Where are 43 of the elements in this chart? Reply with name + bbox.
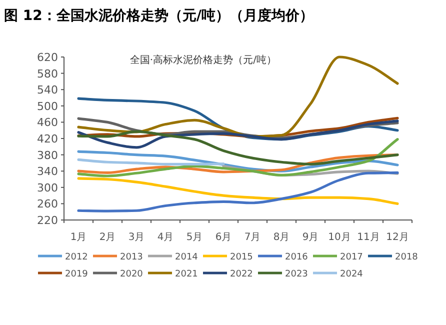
legend-label: 2021 [175, 270, 198, 280]
y-tick-label: 540 [37, 84, 58, 97]
legend-label: 2013 [120, 252, 143, 262]
y-tick-label: 340 [37, 165, 58, 178]
line-series [77, 171, 399, 212]
chart-title: 图 12：全国水泥价格走势（元/吨）（月度均价） [4, 7, 314, 24]
legend-label: 2014 [175, 252, 198, 262]
y-tick-label: 260 [37, 198, 58, 211]
legend-label: 2019 [65, 270, 88, 280]
y-tick-label: 580 [37, 67, 58, 80]
legend-label: 2018 [395, 252, 418, 262]
legend-label: 2016 [285, 252, 308, 262]
y-tick-label: 380 [37, 148, 58, 162]
legend-label: 2024 [340, 270, 364, 280]
legend-label: 2017 [340, 252, 363, 262]
x-tick-label: 9月 [302, 232, 319, 243]
y-tick-label: 460 [37, 116, 58, 130]
y-tick-label: 420 [37, 132, 58, 146]
line-series [77, 138, 399, 178]
line-series [77, 177, 399, 205]
x-tick-label: 2月 [99, 232, 116, 243]
y-tick-label: 620 [37, 51, 58, 64]
x-tick-label: 6月 [215, 232, 232, 243]
legend-label: 2023 [285, 270, 308, 280]
y-tick-label: 220 [37, 214, 58, 227]
legend-label: 2015 [230, 252, 253, 262]
line-series [77, 120, 399, 149]
y-tick-label: 500 [37, 100, 58, 113]
x-tick-label: 3月 [128, 232, 145, 243]
x-tick-label: 4月 [157, 232, 174, 243]
x-tick-label: 8月 [273, 232, 290, 243]
y-tick-label: 300 [37, 181, 58, 194]
x-tick-label: 10月 [328, 232, 351, 243]
x-tick-label: 7月 [244, 232, 261, 243]
line-series [77, 130, 399, 166]
x-tick-label: 11月 [357, 232, 380, 243]
x-tick-label: 12月 [386, 232, 409, 243]
legend-label: 2012 [65, 252, 88, 262]
legend-label: 2020 [120, 270, 144, 280]
legend-label: 2022 [230, 270, 253, 280]
x-tick-label: 5月 [186, 232, 203, 243]
chart-subtitle: 全国·高标水泥价格走势（元/吨） [130, 54, 276, 66]
x-tick-label: 1月 [70, 232, 87, 243]
